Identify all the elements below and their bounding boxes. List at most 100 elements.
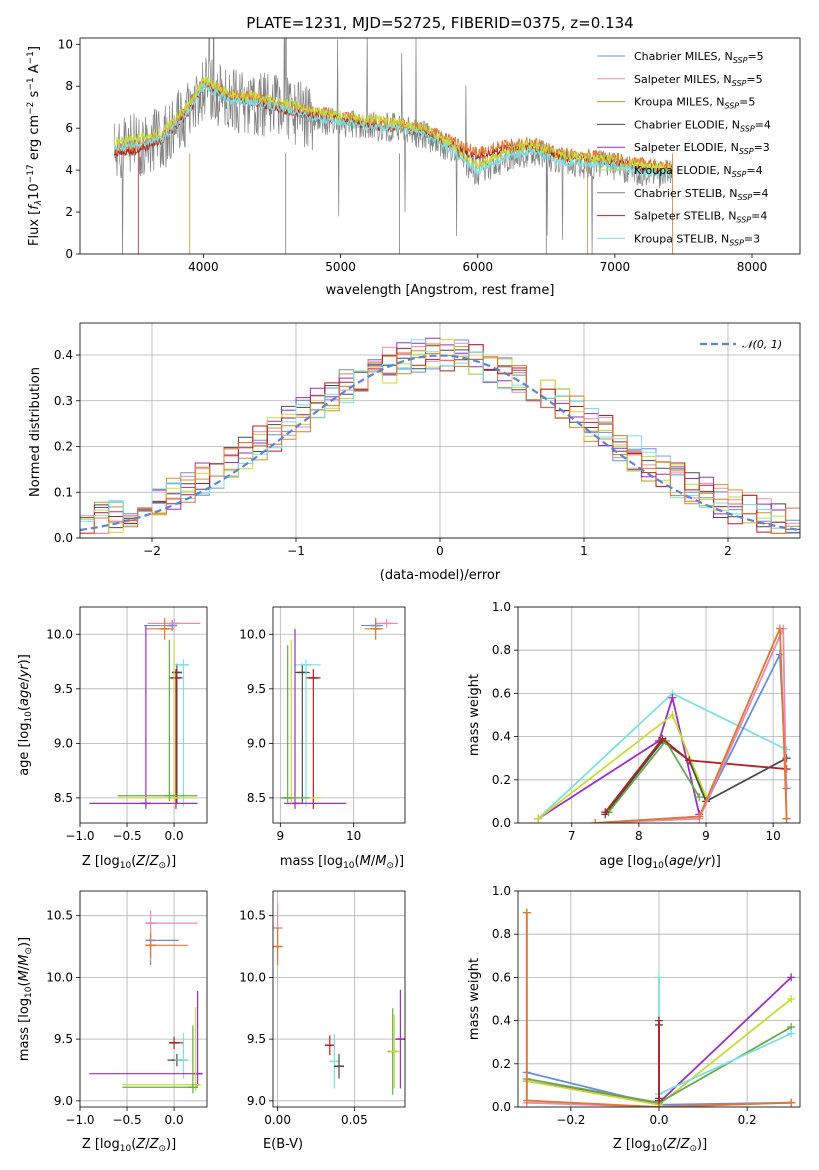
weight-vs-Z-line-4: [658, 977, 792, 1096]
weight-vs-age-ytick-label: 0.8: [492, 643, 511, 657]
mass-vs-Z-plot-area: [89, 910, 203, 1094]
legend-label: Salpeter ELODIE, NSSP=3: [634, 141, 770, 156]
age-vs-mass-axes: 9 10 8.5 9.0 9.5 10.0: [239, 607, 405, 843]
residuals-ytick-label: 0.4: [54, 348, 73, 362]
mass-vs-EBV-ytick-label: 9.0: [247, 1094, 266, 1108]
weight-vs-Z-axes: −0.2 0.0 0.2 0.0 0.2 0.4 0.6 0.8 1.0: [492, 884, 800, 1127]
age-Z-ylabel: age [log10(age/yr)]: [17, 654, 34, 776]
age-vs-Z-ytick-label: 10.0: [46, 627, 73, 641]
residuals-xtick-label: 1: [580, 544, 588, 558]
spectrum-legend: Chabrier MILES, NSSP=5 Salpeter MILES, NS…: [597, 50, 771, 247]
weight-vs-Z-ytick-label: 1.0: [492, 884, 511, 898]
spectrum-xtick-label: 4000: [188, 260, 219, 274]
weight-vs-age-xtick-label: 8: [635, 829, 643, 843]
age-vs-Z-xtick-label: −0.5: [112, 829, 141, 843]
mass-vs-EBV-ytick-label: 10.0: [239, 970, 266, 984]
residuals-plot-area: [80, 337, 800, 534]
weight-vs-Z-marker: [522, 908, 531, 917]
spectrum-ytick-label: 2: [65, 205, 73, 219]
legend-label: Kroupa STELIB, NSSP=3: [634, 232, 760, 247]
mass-vs-Z-axes: −1.0 −0.5 0.0 9.0 9.5 10.0 10.5: [46, 891, 207, 1127]
mass-vs-EBV-axes: 0.00 0.05 9.0 9.5 10.0 10.5: [239, 891, 405, 1127]
mass-vs-Z-ytick-label: 9.0: [54, 1094, 73, 1108]
weight-vs-Z-marker: [522, 1096, 531, 1105]
weight-vs-age-marker: [775, 624, 784, 633]
legend-label: Chabrier STELIB, NSSP=4: [634, 187, 768, 202]
weight-vs-Z-marker: [787, 1029, 796, 1038]
mass-vs-Z-ytick-label: 10.5: [46, 909, 73, 923]
weight-vs-Z-frame: [517, 890, 801, 1108]
residuals-xlabel: (data-model)/error: [380, 568, 501, 583]
residuals-legend-label: 𝒩(0, 1): [742, 338, 782, 351]
residuals-normal-curve: [80, 354, 800, 532]
weight-vs-Z-ytick-label: 0.2: [492, 1057, 511, 1071]
weight-age-xlabel: age [log10(age/yr)]: [599, 854, 721, 871]
mass-vs-Z-frame: [79, 890, 208, 1108]
weight-vs-age-line-7: [595, 628, 788, 823]
spectrum-xtick-label: 6000: [462, 260, 493, 274]
age-vs-Z-ytick-label: 8.5: [54, 791, 73, 805]
mass-vs-Z-xtick-label: −1.0: [65, 1113, 94, 1127]
legend-label: Salpeter MILES, NSSP=5: [634, 73, 763, 88]
age-vs-Z-frame: [79, 606, 208, 824]
weight-vs-age-axes: 7 8 9 10 0.0 0.2 0.4 0.6 0.8 1.0: [492, 600, 800, 843]
figure-title: PLATE=1231, MJD=52725, FIBERID=0375, z=0…: [246, 14, 633, 32]
weight-vs-age-marker: [668, 711, 677, 719]
spectrum-line-kroupa-elodie: [113, 76, 673, 174]
residuals-xtick-label: −1: [287, 544, 305, 558]
legend-label: Chabrier MILES, NSSP=5: [634, 50, 764, 65]
weight-vs-Z-marker: [787, 995, 796, 1003]
age-vs-mass-xtick-label: 10: [346, 829, 361, 843]
spectrum-line-kroupa-stelib: [113, 82, 673, 179]
age-vs-Z-plot-area: [89, 617, 201, 809]
mass-vs-Z-xtick-label: −0.5: [112, 1113, 141, 1127]
weight-vs-age-marker: [534, 814, 543, 823]
weight-vs-age-marker: [668, 693, 677, 702]
weight-vs-age-line-8: [595, 628, 788, 823]
weight-vs-Z-xtick-label: −0.2: [556, 1113, 585, 1127]
age-vs-Z-ytick-label: 9.0: [54, 736, 73, 750]
spectrum-xtick-label: 8000: [737, 260, 768, 274]
mass-Z-ylabel: mass [log10(M/M⊙)]: [17, 937, 34, 1061]
weight-vs-age-frame: [517, 606, 801, 824]
spectrum-ytick-label: 6: [65, 121, 73, 135]
age-vs-Z-xtick-label: −1.0: [65, 829, 94, 843]
age-vs-mass-ytick-label: 9.0: [247, 736, 266, 750]
weight-vs-age-marker: [782, 814, 791, 823]
weight-vs-age-xtick-label: 7: [568, 829, 576, 843]
weight-vs-Z-plot-area: [522, 908, 796, 1107]
mass-vs-EBV-xtick-label: 0.05: [341, 1113, 368, 1127]
weight-vs-age-marker: [658, 734, 667, 743]
weight-vs-age-marker: [695, 793, 704, 802]
residuals-ytick-label: 0.1: [54, 485, 73, 499]
spectrum-ytick-label: 0: [65, 247, 73, 261]
weight-vs-Z-xtick-label: 0.0: [649, 1113, 668, 1127]
weight-vs-age-xtick-label: 10: [766, 829, 781, 843]
residuals-hist-8: [80, 343, 800, 534]
weight-vs-Z-marker: [655, 1096, 663, 1105]
residuals-xtick-label: −2: [143, 544, 161, 558]
mass-vs-EBV-xtick-label: 0.00: [264, 1113, 291, 1127]
age-vs-Z-ytick-label: 9.5: [54, 682, 73, 696]
weight-vs-Z-marker: [655, 973, 663, 982]
weight-vs-age-marker: [685, 756, 694, 765]
weight-age-ylabel: mass weight: [467, 674, 482, 756]
mass-Z-xlabel: Z [log10(Z/Z⊙)]: [82, 1137, 176, 1154]
age-vs-mass-ytick-label: 10.0: [239, 627, 266, 641]
weight-vs-age-marker: [695, 812, 704, 821]
weight-Z-xlabel: Z [log10(Z/Z⊙)]: [613, 1137, 707, 1154]
weight-vs-Z-ytick-label: 0.6: [492, 970, 511, 984]
mass-vs-EBV-ytick-label: 10.5: [239, 909, 266, 923]
legend-label: Kroupa ELODIE, NSSP=4: [634, 164, 763, 179]
age-vs-mass-plot-area: [280, 617, 398, 809]
age-vs-mass-ytick-label: 9.5: [247, 682, 266, 696]
spectrum-xlabel: wavelength [Angstrom, rest frame]: [326, 283, 555, 298]
weight-vs-Z-xtick-label: 0.2: [738, 1113, 757, 1127]
weight-vs-Z-line-6: [525, 912, 792, 1107]
spectrum-ylabel: Flux [fλ10−17 erg cm−2 s−1 A−1]: [26, 46, 44, 246]
age-mass-xlabel: mass [log10(M/M⊙)]: [280, 854, 404, 871]
weight-vs-Z-marker: [655, 1016, 663, 1025]
spectrum-ytick-label: 4: [65, 163, 73, 177]
spectrum-frame: [79, 37, 801, 255]
weight-vs-Z-ytick-label: 0.0: [492, 1100, 511, 1114]
